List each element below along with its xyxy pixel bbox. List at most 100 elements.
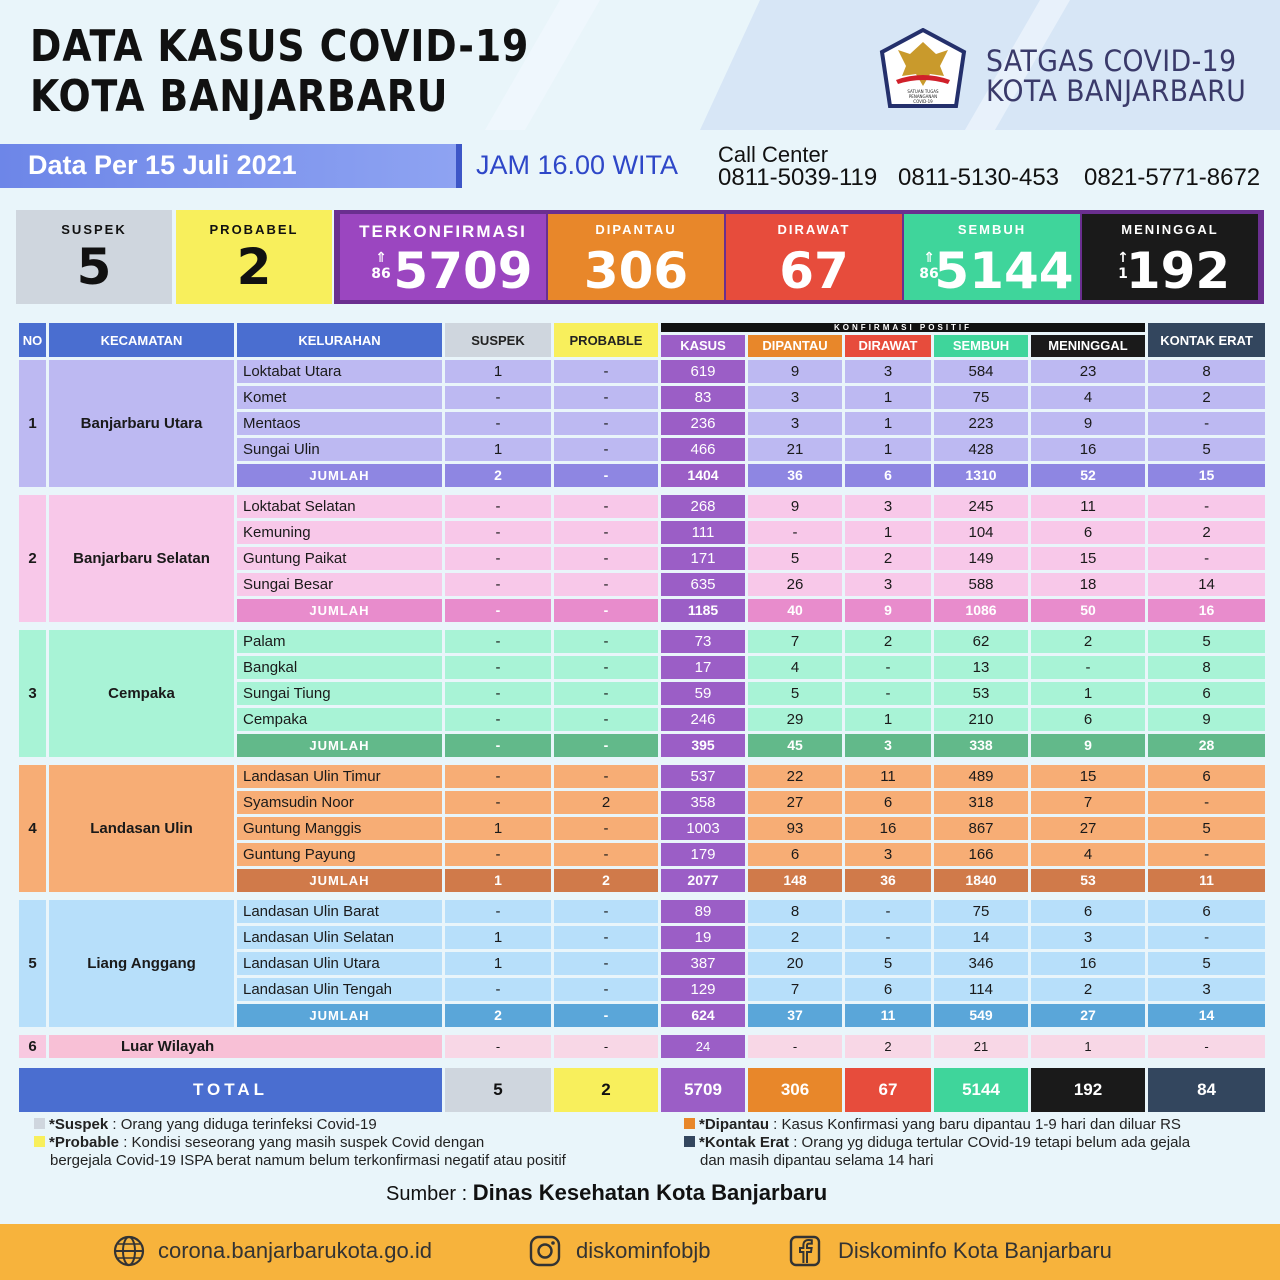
jumlah-cell: 3	[845, 734, 931, 757]
table-cell: 149	[934, 547, 1028, 570]
jumlah-cell: 45	[748, 734, 842, 757]
kecamatan-name: Banjarbaru Utara	[49, 360, 234, 487]
jumlah-cell: -	[554, 1004, 658, 1027]
table-cell: -	[445, 1035, 551, 1058]
jumlah-cell: 148	[748, 869, 842, 892]
table-cell: -	[1148, 1035, 1266, 1058]
call-center-number-2: 0811-5130-453	[898, 164, 1060, 191]
legend-swatch	[684, 1118, 695, 1129]
table-cell: 2	[1031, 630, 1146, 653]
table-cell: 75	[934, 900, 1028, 923]
stat-value: 5	[76, 238, 112, 296]
table-cell: -	[445, 978, 551, 1001]
table-cell: 1	[1031, 682, 1146, 705]
legend-probable-cont: bergejala Covid-19 ISPA berat namum belu…	[50, 1152, 566, 1169]
website-link[interactable]: corona.banjarbarukota.go.id	[158, 1238, 432, 1263]
table-row: Guntung Payung - -179 6 3 166 4-	[19, 843, 1266, 866]
jumlah-cell: 50	[1031, 599, 1146, 622]
table-row: 3 Cempaka Palam - -73 7 2 62 2 5	[19, 630, 1266, 757]
cell-kasus: 19	[661, 926, 745, 949]
cell-kasus: 59	[661, 682, 745, 705]
table-cell: -	[554, 817, 658, 840]
cell-kasus: 246	[661, 708, 745, 731]
total-cell: 5	[445, 1068, 551, 1112]
table-cell: 15	[1031, 547, 1146, 570]
jumlah-cell: 1310	[934, 464, 1028, 487]
kelurahan-name: Landasan Ulin Utara	[237, 952, 442, 975]
col-sembuh: SEMBUH	[934, 335, 1028, 357]
jumlah-cell: 2	[445, 464, 551, 487]
table-cell: 5	[1148, 952, 1266, 975]
table-cell: 1	[445, 360, 551, 383]
table-cell: 16	[1031, 438, 1146, 461]
table-cell: 2	[1031, 978, 1146, 1001]
table-cell: 5	[748, 547, 842, 570]
table-cell: 18	[1031, 573, 1146, 596]
svg-text:SATUAN TUGAS: SATUAN TUGAS	[907, 89, 939, 94]
table-cell: -	[445, 682, 551, 705]
jumlah-cell: -	[445, 599, 551, 622]
jumlah-cell: 40	[748, 599, 842, 622]
table-cell: 7	[1031, 791, 1146, 814]
legend-swatch	[34, 1136, 45, 1147]
cell-kasus: 466	[661, 438, 745, 461]
col-dirawat: DIRAWAT	[845, 335, 931, 357]
up-arrow-icon: ⇑	[375, 250, 387, 266]
legend-right: *Dipantau : Kasus Konfirmasi yang baru d…	[684, 1116, 1190, 1170]
table-cell: 3	[748, 412, 842, 435]
total-cell: 67	[845, 1068, 931, 1112]
table-cell: 14	[1148, 573, 1266, 596]
total-cell: 2	[554, 1068, 658, 1112]
call-center-number-1: 0811-5039-119	[718, 164, 878, 191]
legend-dipantau: *Dipantau : Kasus Konfirmasi yang baru d…	[684, 1116, 1190, 1134]
table-cell: -	[554, 926, 658, 949]
table-cell: 23	[1031, 360, 1146, 383]
kelurahan-name: Landasan Ulin Tengah	[237, 978, 442, 1001]
stat-meninggal: MENINGGAL ↑ 1 192	[1082, 214, 1258, 300]
table-cell: 6	[1031, 900, 1146, 923]
table-cell: -	[554, 682, 658, 705]
table-cell: 7	[748, 630, 842, 653]
jumlah-cell: 338	[934, 734, 1028, 757]
jumlah-cell: 395	[661, 734, 745, 757]
legend-suspek: *Suspek : Orang yang diduga terinfeksi C…	[34, 1116, 566, 1134]
table-cell: 2	[554, 791, 658, 814]
cell-kasus: 24	[661, 1035, 745, 1058]
spacer-cell	[19, 760, 1265, 762]
facebook-link[interactable]: Diskominfo Kota Banjarbaru	[838, 1238, 1112, 1263]
table-cell: -	[445, 630, 551, 653]
table-cell: 26	[748, 573, 842, 596]
legend-kontak-erat: *Kontak Erat : Orang yg diduga tertular …	[684, 1134, 1190, 1152]
stat-probabel: PROBABEL 2	[176, 210, 332, 304]
kelurahan-name: Loktabat Utara	[237, 360, 442, 383]
cell-kasus: 17	[661, 656, 745, 679]
stat-label: SEMBUH	[957, 222, 1027, 237]
up-arrow-icon: ↑	[1117, 250, 1129, 266]
table-cell: 428	[934, 438, 1028, 461]
satgas-logo: SATUAN TUGAS PENANGANAN COVID-19	[879, 28, 967, 108]
kelurahan-name: Palam	[237, 630, 442, 653]
instagram-link[interactable]: diskominfobjb	[576, 1238, 711, 1263]
jumlah-cell: 1086	[934, 599, 1028, 622]
table-cell: 166	[934, 843, 1028, 866]
kelurahan-name: Loktabat Selatan	[237, 495, 442, 518]
spacer-cell	[19, 625, 1265, 627]
kelurahan-name: Sungai Tiung	[237, 682, 442, 705]
table-cell: -	[554, 438, 658, 461]
stat-dirawat: DIRAWAT 67	[726, 214, 902, 300]
spacer-cell	[19, 1061, 1265, 1065]
table-cell: -	[554, 765, 658, 788]
kelurahan-name: Guntung Paikat	[237, 547, 442, 570]
jumlah-cell: 2077	[661, 869, 745, 892]
table-row: Sungai Ulin 1-466 21 1 428 16 5	[19, 438, 1266, 461]
table-cell: -	[445, 900, 551, 923]
cell-kasus: 111	[661, 521, 745, 544]
table-cell: 1	[445, 952, 551, 975]
table-cell: 1	[445, 438, 551, 461]
table-cell: 5	[1148, 817, 1266, 840]
table-row: Landasan Ulin Utara 1-387 20 5 346 16 5	[19, 952, 1266, 975]
table-cell: -	[445, 656, 551, 679]
table-cell: 9	[748, 360, 842, 383]
table-cell: 4	[1031, 843, 1146, 866]
stat-value: 192	[1125, 242, 1231, 300]
